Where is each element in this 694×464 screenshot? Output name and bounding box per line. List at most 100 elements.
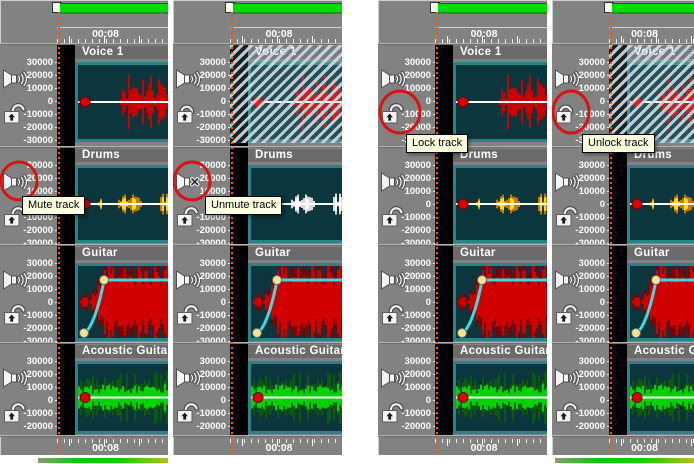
scale-tick xyxy=(55,374,58,375)
playback-cursor[interactable] xyxy=(610,12,612,455)
track-title-bar[interactable]: Guitar xyxy=(627,247,694,260)
timeline-ruler-bottom[interactable]: 00:08 xyxy=(230,439,342,455)
envelope-point[interactable] xyxy=(457,96,469,108)
waveform-display[interactable] xyxy=(453,165,547,243)
mute-button[interactable] xyxy=(554,268,580,292)
envelope-point[interactable] xyxy=(252,392,264,403)
track-title-bar[interactable]: Drums xyxy=(453,149,547,162)
mute-button[interactable] xyxy=(2,268,28,292)
waveform-display[interactable] xyxy=(75,62,168,142)
timeline-ruler-bottom[interactable]: 00:08 xyxy=(57,439,168,455)
envelope-point[interactable] xyxy=(631,392,643,403)
envelope-point[interactable] xyxy=(457,392,469,403)
lock-button[interactable] xyxy=(2,398,26,424)
track-title-bar[interactable]: Acoustic Guitar xyxy=(248,345,342,358)
waveform-display[interactable] xyxy=(627,361,694,434)
amplitude-scale-label: 30000 xyxy=(26,356,53,367)
envelope-point[interactable] xyxy=(99,275,109,285)
lock-button[interactable] xyxy=(554,202,578,228)
waveform-graphic xyxy=(630,364,694,431)
mute-button[interactable] xyxy=(554,170,580,194)
clip-loaded-bar[interactable] xyxy=(438,3,547,14)
lock-button[interactable] xyxy=(380,99,404,125)
envelope-point[interactable] xyxy=(631,328,641,338)
timeline-ruler-top[interactable]: 00:08 xyxy=(57,28,168,43)
timeline-ruler-top[interactable]: 00:08 xyxy=(609,28,694,43)
timeline-ruler-bottom[interactable]: 00:08 xyxy=(609,439,694,455)
timeline-ruler-top[interactable]: 00:08 xyxy=(230,28,342,43)
lock-button[interactable] xyxy=(175,99,199,125)
mute-button[interactable] xyxy=(2,67,28,91)
playback-cursor[interactable] xyxy=(231,12,233,455)
lock-button[interactable] xyxy=(554,300,578,326)
mute-button[interactable] xyxy=(554,67,580,91)
lock-button[interactable] xyxy=(380,202,404,228)
scale-tick xyxy=(228,426,231,427)
waveform-display[interactable] xyxy=(75,263,168,341)
amplitude-scale-label: -20000 xyxy=(196,122,226,133)
timeline-ruler-top[interactable]: 00:08 xyxy=(435,28,547,43)
envelope-point[interactable] xyxy=(79,392,91,403)
track-title-bar[interactable]: Acoustic Guitar xyxy=(75,345,168,358)
waveform-display[interactable] xyxy=(248,263,342,341)
clip-loaded-bar[interactable] xyxy=(60,3,168,14)
lock-button[interactable] xyxy=(380,398,404,424)
clip-loaded-bar[interactable] xyxy=(612,3,694,14)
mute-button[interactable] xyxy=(380,366,406,390)
track-title-bar[interactable]: Voice 1 xyxy=(453,46,547,59)
waveform-display[interactable] xyxy=(453,62,547,142)
track-title-bar[interactable]: Drums xyxy=(248,149,342,162)
envelope-point[interactable] xyxy=(631,198,643,210)
lock-button[interactable] xyxy=(175,300,199,326)
mute-button[interactable] xyxy=(2,170,28,194)
track-title-bar[interactable]: Guitar xyxy=(75,247,168,260)
playback-cursor[interactable] xyxy=(58,12,60,455)
track-title-bar[interactable]: Acoustic Guitar xyxy=(453,345,547,358)
lock-button[interactable] xyxy=(2,300,26,326)
mute-button[interactable] xyxy=(175,170,201,194)
playback-cursor[interactable] xyxy=(436,12,438,455)
lock-button[interactable] xyxy=(175,398,199,424)
waveform-svg xyxy=(456,74,547,130)
lock-button[interactable] xyxy=(175,202,199,228)
track-title-bar[interactable]: Voice 1 xyxy=(75,46,168,59)
clip-loaded-bar[interactable] xyxy=(233,3,342,14)
timeline-ruler-bottom[interactable]: 00:08 xyxy=(435,439,547,455)
lock-button[interactable] xyxy=(380,300,404,326)
waveform-display[interactable] xyxy=(75,361,168,434)
amplitude-scale-label: 10000 xyxy=(404,284,431,295)
mute-button[interactable] xyxy=(380,268,406,292)
mute-button[interactable] xyxy=(2,366,28,390)
waveform-display[interactable] xyxy=(627,263,694,341)
scale-tick xyxy=(433,114,436,115)
mute-button[interactable] xyxy=(554,366,580,390)
waveform-display[interactable] xyxy=(75,165,168,243)
mute-button[interactable] xyxy=(380,170,406,194)
envelope-point[interactable] xyxy=(651,275,661,285)
track-title-bar[interactable]: Drums xyxy=(75,149,168,162)
track-title-bar[interactable]: Acoustic Guitar xyxy=(627,345,694,358)
envelope-point[interactable] xyxy=(79,328,89,338)
envelope-point[interactable] xyxy=(457,328,467,338)
envelope-point[interactable] xyxy=(252,328,262,338)
scale-tick xyxy=(55,302,58,303)
mute-button[interactable] xyxy=(175,366,201,390)
envelope-point[interactable] xyxy=(477,275,487,285)
envelope-point[interactable] xyxy=(457,198,469,210)
waveform-display[interactable] xyxy=(627,165,694,243)
mute-button[interactable] xyxy=(175,67,201,91)
track-title-bar[interactable]: Guitar xyxy=(248,247,342,260)
mute-button[interactable] xyxy=(175,268,201,292)
amplitude-scale-label: -30000 xyxy=(575,238,605,247)
lock-button[interactable] xyxy=(2,99,26,125)
track-title-bar[interactable]: Guitar xyxy=(453,247,547,260)
waveform-display[interactable] xyxy=(453,263,547,341)
envelope-point[interactable] xyxy=(79,96,91,108)
mute-button[interactable] xyxy=(380,67,406,91)
envelope-point[interactable] xyxy=(272,275,282,285)
lock-button[interactable] xyxy=(554,398,578,424)
waveform-display[interactable] xyxy=(248,361,342,434)
waveform-graphic xyxy=(251,364,342,431)
waveform-display[interactable] xyxy=(453,361,547,434)
lock-button[interactable] xyxy=(554,99,578,125)
